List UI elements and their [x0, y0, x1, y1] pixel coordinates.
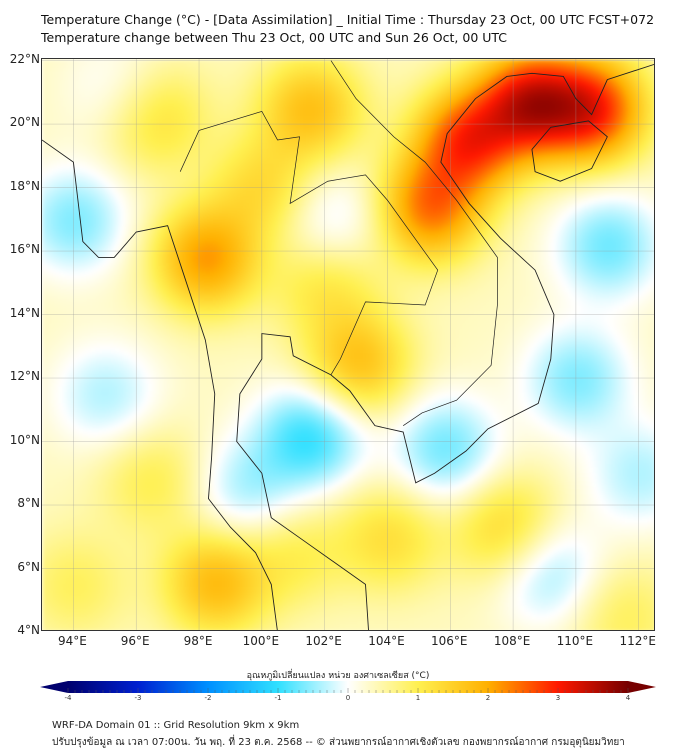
lon-tick-label: 96°E [120, 634, 150, 648]
lat-tick-label: 10°N [9, 432, 40, 447]
map-subtitle: Temperature change between Thu 23 Oct, 0… [41, 30, 508, 45]
colorbar-tick-label: 0 [345, 694, 351, 702]
coastline [42, 63, 654, 630]
lat-tick-label: 16°N [9, 242, 40, 257]
lon-tick-label: 100°E [242, 634, 280, 648]
colorbar-label: อุณหภูมิเปลี่ยนแปลง หน่วย องศาเซลเซียส (… [246, 671, 430, 681]
lat-tick-label: 12°N [9, 369, 40, 384]
footer-credit: ปรับปรุงข้อมูล ณ เวลา 07:00น. วัน พฤ. ที… [52, 737, 625, 748]
colorbar-min-extend [40, 681, 68, 693]
hainan-island [531, 120, 608, 182]
lat-tick-label: 6°N [17, 559, 40, 574]
lon-tick-label: 106°E [431, 634, 468, 648]
colorbar-tick-label: 2 [485, 694, 491, 702]
country-border [179, 110, 439, 376]
lon-tick-label: 110°E [556, 634, 594, 648]
footer-model-info: WRF-DA Domain 01 :: Grid Resolution 9km … [52, 720, 300, 731]
colorbar-tick-label: 3 [555, 694, 561, 702]
lon-tick-label: 108°E [493, 634, 531, 648]
colorbar-tick-label: -3 [134, 694, 142, 702]
lat-tick-label: 22°N [9, 51, 40, 66]
lon-tick-label: 94°E [57, 634, 87, 648]
lon-tick-label: 112°E [619, 634, 656, 648]
colorbar-tick-label: -4 [64, 694, 72, 702]
colorbar-tick-label: 1 [415, 694, 421, 702]
lon-tick-label: 102°E [305, 634, 342, 648]
colorbar [40, 681, 656, 693]
lat-tick-label: 4°N [17, 623, 40, 637]
lat-tick-label: 18°N [9, 178, 40, 193]
colorbar-tick-label: -1 [274, 694, 282, 702]
country-border [330, 60, 498, 426]
colorbar-tick-label: 4 [625, 694, 631, 702]
lat-tick-label: 14°N [9, 305, 40, 320]
temperature-change-map[interactable] [41, 58, 655, 631]
lat-tick-label: 8°N [17, 496, 40, 511]
map-title: Temperature Change (°C) - [Data Assimila… [41, 12, 655, 27]
lon-tick-label: 104°E [368, 634, 405, 648]
colorbar-max-extend [628, 681, 656, 693]
map-overlay [42, 59, 654, 630]
lat-tick-label: 20°N [9, 115, 40, 130]
colorbar-tick-label: -2 [204, 694, 212, 702]
lon-tick-label: 98°E [183, 634, 213, 648]
